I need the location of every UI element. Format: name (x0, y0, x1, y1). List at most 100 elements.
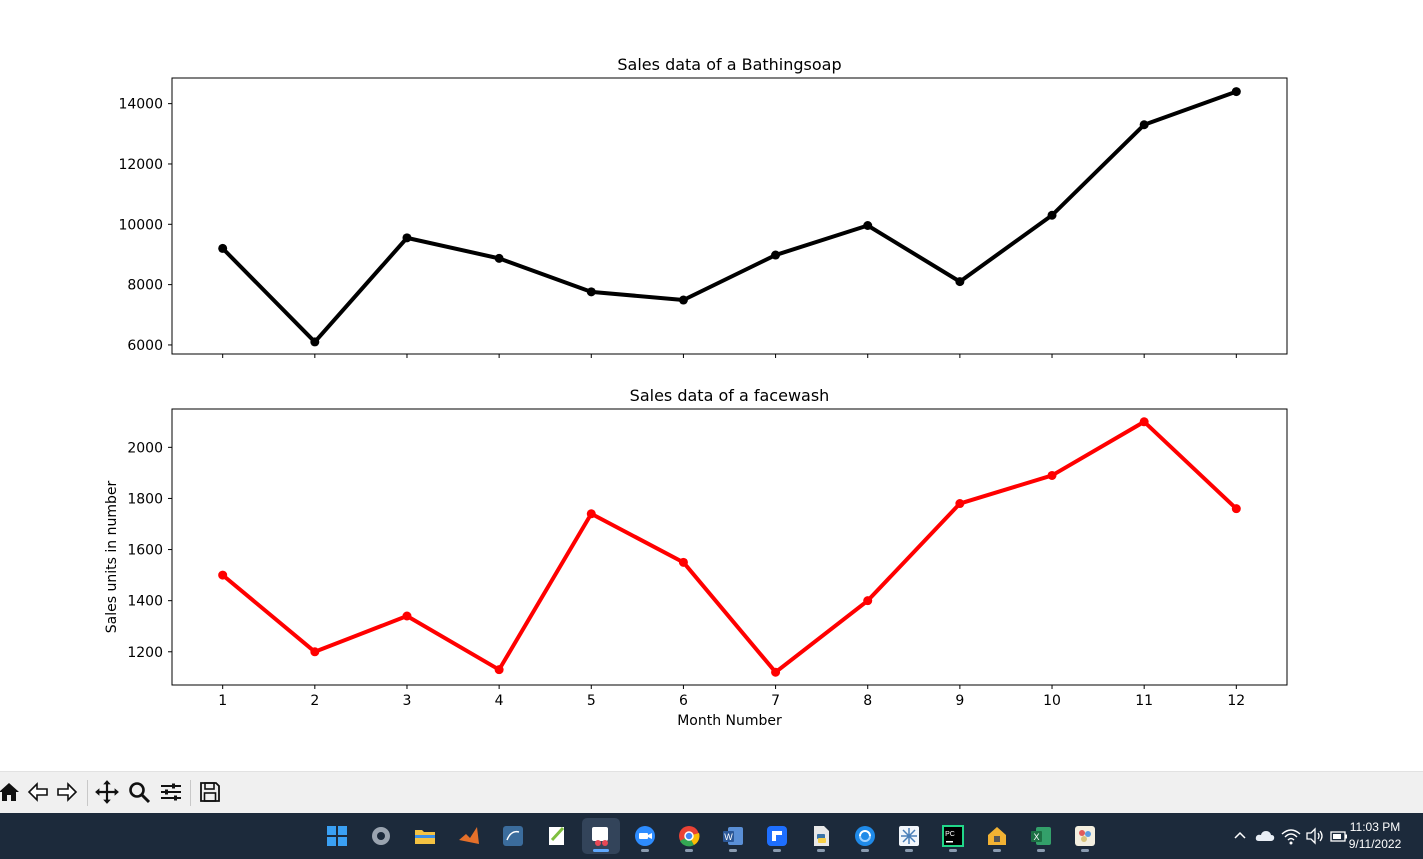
data-point (863, 221, 873, 231)
y-axis-label: Sales units in number (104, 481, 120, 634)
home-button[interactable] (0, 777, 24, 807)
data-point (678, 557, 688, 567)
taskbar-app-settings-gear[interactable] (362, 818, 400, 854)
axes-frame (171, 77, 1288, 355)
pan-button[interactable] (92, 777, 122, 807)
taskbar-app-edge-sync[interactable] (846, 818, 884, 854)
subplot-1: Sales data of a Bathingsoap 6000 8000 10000… (118, 55, 1288, 358)
volume-icon[interactable] (1304, 826, 1326, 846)
chrome-icon (679, 826, 700, 847)
edge-sync-icon (855, 826, 875, 846)
data-point (1139, 417, 1149, 427)
zoom-button[interactable] (124, 777, 154, 807)
windows-start-icon (327, 826, 347, 846)
y-tick-label: 10000 (118, 217, 163, 233)
running-indicator (729, 849, 737, 852)
toolbar-separator (190, 780, 191, 806)
x-tick-label: 8 (863, 693, 872, 709)
y-tick-label: 12000 (118, 157, 163, 173)
taskbar-app-matlab[interactable] (450, 818, 488, 854)
taskbar-app-lock-house[interactable] (978, 818, 1016, 854)
y-tick-label: 1600 (127, 543, 163, 559)
onedrive-cloud-icon[interactable] (1254, 826, 1276, 846)
data-point (494, 665, 504, 675)
x-tick-label: 5 (587, 693, 596, 709)
notepad-plus-icon (549, 826, 565, 845)
taskbar-app-file-explorer[interactable] (406, 818, 444, 854)
running-indicator (861, 849, 869, 852)
zoom-icon (635, 826, 655, 846)
python-file-icon (814, 826, 829, 846)
x-axis-label: Month Number (677, 713, 782, 729)
matlab-icon (459, 827, 479, 844)
taskbar-app-word[interactable]: W (714, 818, 752, 854)
x-tick-label: 11 (1135, 693, 1153, 709)
data-point (402, 611, 412, 621)
data-point (955, 277, 965, 287)
data-point (1047, 470, 1057, 480)
x-tick-label: 10 (1043, 693, 1061, 709)
data-point (771, 250, 781, 260)
data-point (1047, 210, 1057, 220)
clock-time: 11:03 PM (1349, 820, 1401, 834)
x-tick-label: 1 (218, 693, 227, 709)
data-point (218, 243, 228, 253)
x-tick-label: 6 (679, 693, 688, 709)
paint-icon (1075, 826, 1095, 846)
taskbar-app-snipping-tool[interactable] (582, 818, 620, 854)
taskbar-app-chrome[interactable] (670, 818, 708, 854)
data-point (955, 499, 965, 509)
y-tick-label: 6000 (127, 338, 163, 354)
save-button[interactable] (195, 777, 225, 807)
running-indicator (817, 849, 825, 852)
data-point (678, 295, 688, 305)
taskbar-app-excel[interactable]: X (1022, 818, 1060, 854)
taskbar-app-zoom[interactable] (626, 818, 664, 854)
series-line (221, 419, 1238, 675)
forward-button[interactable] (52, 777, 82, 807)
axes-frame (171, 408, 1288, 686)
data-point (586, 509, 596, 519)
forward-arrow-icon (57, 782, 78, 802)
running-indicator (641, 849, 649, 852)
x-tick-label: 9 (955, 693, 964, 709)
mysql-workbench-icon (503, 826, 523, 846)
data-point (402, 233, 412, 243)
back-button[interactable] (23, 777, 53, 807)
running-indicator (593, 849, 609, 852)
x-tick-label: 2 (310, 693, 319, 709)
configure-subplots-button[interactable] (156, 777, 186, 807)
x-tick-label: 12 (1227, 693, 1245, 709)
taskbar-app-windows-start[interactable] (318, 818, 356, 854)
running-indicator (949, 849, 957, 852)
pan-move-icon (95, 780, 119, 804)
wifi-icon[interactable] (1280, 826, 1302, 846)
snipping-tool-icon (592, 827, 608, 846)
toolbar-separator (87, 780, 88, 806)
data-point (218, 570, 228, 580)
y-tick-label: 1400 (127, 594, 163, 610)
taskbar-app-notepad-plus[interactable] (538, 818, 576, 854)
clock-date: 9/11/2022 (1348, 837, 1402, 851)
chart-title: Sales data of a Bathingsoap (617, 55, 841, 74)
data-point (310, 647, 320, 657)
taskbar-clock[interactable]: 11:03 PM 9/11/2022 (1335, 819, 1415, 853)
battery-icon[interactable] (1328, 826, 1350, 846)
taskbar-app-snowflake-app[interactable] (890, 818, 928, 854)
y-tick-label: 1200 (127, 645, 163, 661)
svg-text:PC: PC (945, 831, 955, 838)
home-icon (0, 783, 19, 801)
taskbar-app-python-file[interactable] (802, 818, 840, 854)
taskbar-app-paint[interactable] (1066, 818, 1104, 854)
taskbar-app-mysql-workbench[interactable] (494, 818, 532, 854)
x-tick-label: 4 (495, 693, 504, 709)
chevron-up-icon[interactable] (1230, 826, 1250, 846)
data-point (310, 337, 320, 347)
running-indicator (1037, 849, 1045, 852)
y-tick-label: 8000 (127, 278, 163, 294)
running-indicator (773, 849, 781, 852)
taskbar-app-pycharm[interactable]: PC (934, 818, 972, 854)
taskbar-app-wondershare[interactable] (758, 818, 796, 854)
navigation-toolbar (0, 771, 1423, 813)
figure-canvas: Sales data of a Bathingsoap 6000 8000 10000… (104, 55, 1288, 729)
